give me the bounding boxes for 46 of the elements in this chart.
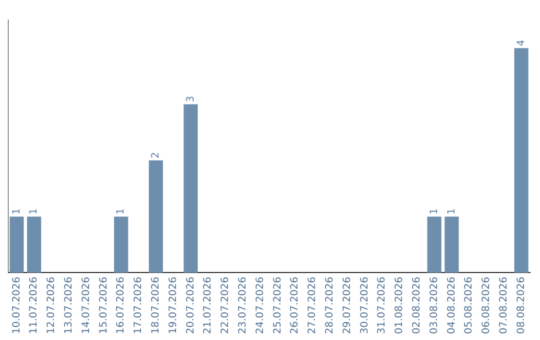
x-tick-label: 30.07.2026 xyxy=(359,276,370,334)
data-label: 3 xyxy=(185,96,196,102)
data-label: 2 xyxy=(150,152,162,158)
x-tick-label: 24.07.2026 xyxy=(254,276,266,334)
x-tick-label: 23.07.2026 xyxy=(237,276,248,334)
bar xyxy=(184,104,198,273)
x-tick-label: 22.07.2026 xyxy=(220,276,232,334)
x-tick-label: 03.08.2026 xyxy=(428,276,440,334)
x-tick-label: 27.07.2026 xyxy=(307,276,318,334)
x-tick-label: 16.07.2026 xyxy=(116,276,127,334)
bar xyxy=(148,160,163,273)
bar xyxy=(27,216,42,273)
x-tick-label: 12.07.2026 xyxy=(46,276,58,334)
x-tick-label: 17.07.2026 xyxy=(133,276,144,334)
x-tick-label: 06.08.2026 xyxy=(481,276,492,334)
data-label: 1 xyxy=(116,208,127,215)
bar xyxy=(114,216,128,273)
data-label: 1 xyxy=(446,208,458,215)
bar xyxy=(427,216,442,273)
x-tick-label: 13.07.2026 xyxy=(63,276,74,334)
data-label: 1 xyxy=(28,208,40,215)
x-tick-label: 11.07.2026 xyxy=(28,276,40,334)
x-tick-label: 07.08.2026 xyxy=(498,276,510,334)
x-tick-label: 28.07.2026 xyxy=(324,276,336,334)
x-tick-label: 14.07.2026 xyxy=(80,276,92,334)
x-tick-label: 05.08.2026 xyxy=(464,276,475,334)
x-tick-label: 01.08.2026 xyxy=(394,276,406,334)
x-tick-label: 02.08.2026 xyxy=(411,276,422,334)
x-tick-label: 10.07.2026 xyxy=(11,276,22,334)
x-tick-label: 29.07.2026 xyxy=(342,276,353,334)
data-label: 1 xyxy=(11,208,22,215)
x-tick-label: 20.07.2026 xyxy=(185,276,196,334)
x-tick-label: 08.08.2026 xyxy=(516,276,527,334)
data-label: 4 xyxy=(516,40,527,46)
x-tick-label: 04.08.2026 xyxy=(446,276,458,334)
x-tick-label: 31.07.2026 xyxy=(376,276,388,334)
bar xyxy=(10,216,24,273)
data-label: 1 xyxy=(428,208,440,215)
x-tick-label: 15.07.2026 xyxy=(98,276,110,334)
x-tick-label: 26.07.2026 xyxy=(290,276,301,334)
x-tick-label: 19.07.2026 xyxy=(168,276,179,334)
bar xyxy=(444,216,459,273)
x-tick-label: 18.07.2026 xyxy=(150,276,162,334)
x-tick-label: 21.07.2026 xyxy=(202,276,214,334)
x-tick-label: 25.07.2026 xyxy=(272,276,284,334)
bar xyxy=(514,48,528,273)
